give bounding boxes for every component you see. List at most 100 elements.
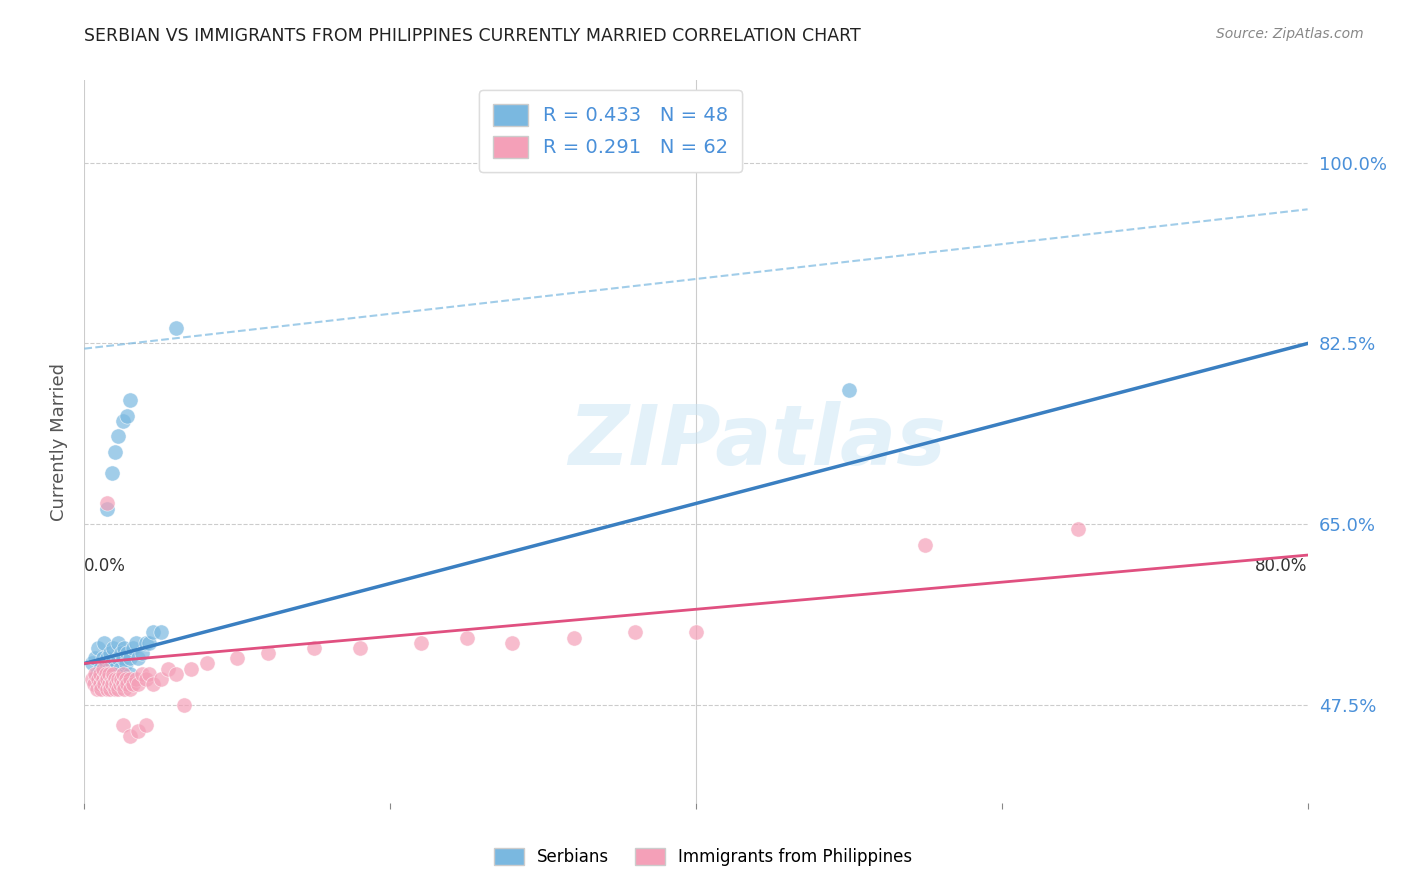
Point [84, 651, 107, 665]
Point [112, 640, 135, 655]
Point [107, 429, 129, 443]
Point [456, 631, 478, 645]
Text: 0.0%: 0.0% [84, 558, 127, 575]
Point [101, 657, 124, 671]
Point [108, 662, 131, 676]
Point [104, 677, 127, 691]
Point [165, 666, 187, 681]
Point [90, 682, 112, 697]
Point [125, 672, 148, 686]
Point [84, 666, 107, 681]
Point [349, 640, 371, 655]
Point [87, 640, 110, 655]
Point [104, 682, 127, 697]
Point [142, 677, 165, 691]
Text: 80.0%: 80.0% [1256, 558, 1308, 575]
Point [914, 538, 936, 552]
Point [96, 651, 118, 665]
Point [91, 672, 114, 686]
Point [103, 640, 125, 655]
Point [111, 651, 134, 665]
Point [111, 718, 134, 732]
Point [104, 672, 127, 686]
Point [226, 651, 249, 665]
Point [93, 677, 115, 691]
Point [104, 445, 127, 459]
Point [302, 640, 325, 655]
Point [114, 657, 136, 671]
Point [97, 662, 120, 676]
Point [257, 646, 280, 660]
Point [685, 625, 707, 640]
Point [142, 625, 165, 640]
Point [105, 677, 128, 691]
Point [115, 646, 138, 660]
Point [180, 662, 202, 676]
Point [89, 677, 111, 691]
Point [120, 393, 142, 408]
Point [96, 496, 118, 510]
Point [111, 666, 134, 681]
Point [122, 677, 145, 691]
Point [86, 682, 108, 697]
Point [127, 723, 149, 738]
Point [409, 636, 432, 650]
Point [127, 677, 149, 691]
Point [89, 677, 111, 691]
Point [195, 657, 218, 671]
Point [94, 657, 117, 671]
Point [91, 666, 114, 681]
Point [112, 682, 135, 697]
Point [97, 666, 120, 681]
Point [165, 321, 187, 335]
Point [115, 409, 138, 423]
Point [562, 631, 585, 645]
Text: SERBIAN VS IMMIGRANTS FROM PHILIPPINES CURRENTLY MARRIED CORRELATION CHART: SERBIAN VS IMMIGRANTS FROM PHILIPPINES C… [84, 27, 860, 45]
Point [89, 662, 111, 676]
Point [94, 666, 117, 681]
Point [127, 651, 149, 665]
Point [91, 651, 114, 665]
Point [80, 672, 103, 686]
Point [96, 672, 118, 686]
Point [120, 672, 142, 686]
Point [114, 672, 136, 686]
Point [101, 466, 124, 480]
Point [111, 414, 134, 428]
Point [838, 383, 860, 397]
Point [80, 657, 103, 671]
Point [111, 666, 134, 681]
Point [131, 646, 153, 660]
Point [120, 666, 142, 681]
Point [101, 677, 124, 691]
Point [157, 662, 180, 676]
Point [1067, 522, 1090, 536]
Point [122, 640, 145, 655]
Point [108, 677, 131, 691]
Point [103, 666, 125, 681]
Point [120, 729, 142, 743]
Point [83, 677, 105, 691]
Text: Source: ZipAtlas.com: Source: ZipAtlas.com [1216, 27, 1364, 41]
Point [624, 625, 647, 640]
Point [115, 677, 138, 691]
Point [138, 636, 160, 650]
Point [138, 666, 160, 681]
Point [135, 672, 157, 686]
Point [135, 718, 157, 732]
Point [149, 672, 172, 686]
Point [107, 636, 129, 650]
Point [120, 651, 142, 665]
Point [107, 682, 129, 697]
Point [105, 666, 128, 681]
Point [107, 672, 129, 686]
Legend: Serbians, Immigrants from Philippines: Serbians, Immigrants from Philippines [485, 840, 921, 875]
Point [96, 501, 118, 516]
Point [101, 672, 124, 686]
Point [96, 666, 118, 681]
Point [101, 672, 124, 686]
Point [98, 682, 121, 697]
Point [98, 646, 121, 660]
Point [87, 672, 110, 686]
Point [149, 625, 172, 640]
